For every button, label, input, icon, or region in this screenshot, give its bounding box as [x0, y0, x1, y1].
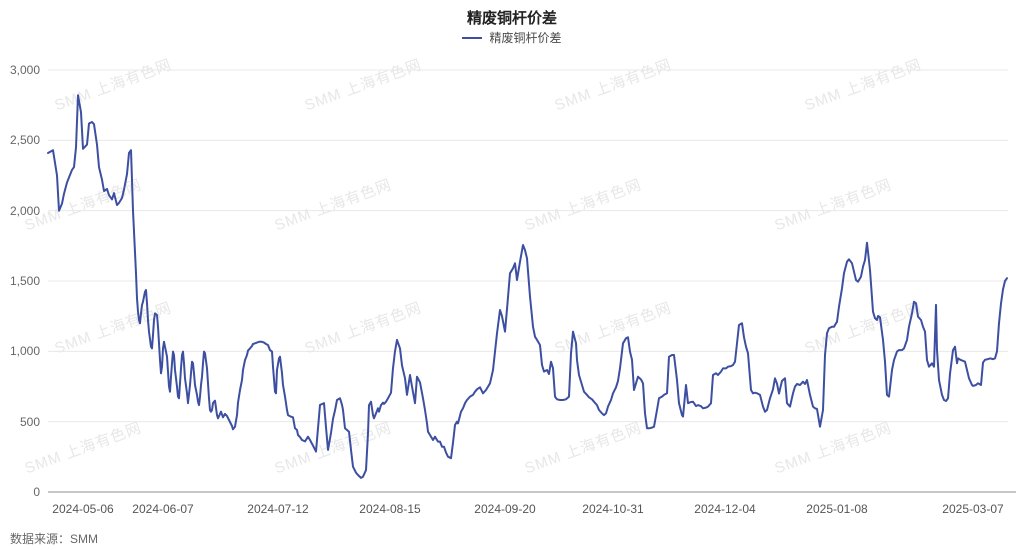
data-source-value: SMM — [70, 532, 99, 546]
legend-label: 精废铜杆价差 — [489, 31, 562, 45]
y-axis-tick-label: 3,000 — [9, 63, 40, 77]
y-axis-tick-label: 1,500 — [9, 274, 40, 288]
x-axis-tick-label: 2024-10-31 — [582, 502, 644, 516]
chart-title: 精废铜杆价差 — [466, 10, 557, 27]
x-axis-tick-label: 2024-08-15 — [359, 502, 421, 516]
y-axis-tick-label: 2,000 — [9, 203, 40, 218]
y-axis-tick-label: 2,500 — [9, 133, 40, 148]
x-axis-tick-label: 2024-12-04 — [694, 502, 756, 516]
data-source-label: 数据来源： — [10, 532, 71, 546]
x-axis-tick-label: 2025-01-08 — [806, 502, 868, 516]
y-axis-tick-label: 1,000 — [9, 344, 40, 359]
legend-item[interactable]: 精废铜杆价差 — [0, 29, 1024, 46]
legend-line-icon — [462, 36, 483, 39]
y-axis-tick-label: 500 — [19, 414, 40, 429]
x-axis-tick-label: 2024-09-20 — [474, 502, 536, 516]
x-axis-tick-label: 2024-05-06 — [52, 502, 114, 516]
y-axis-tick-label: 0 — [33, 485, 40, 499]
x-axis-tick-label: 2024-07-12 — [247, 502, 309, 516]
series-line — [47, 94, 1008, 479]
x-axis-tick-label: 2024-06-07 — [132, 502, 194, 516]
data-source: 数据来源：SMM — [10, 530, 98, 547]
x-axis-tick-label: 2025-03-07 — [942, 502, 1004, 516]
